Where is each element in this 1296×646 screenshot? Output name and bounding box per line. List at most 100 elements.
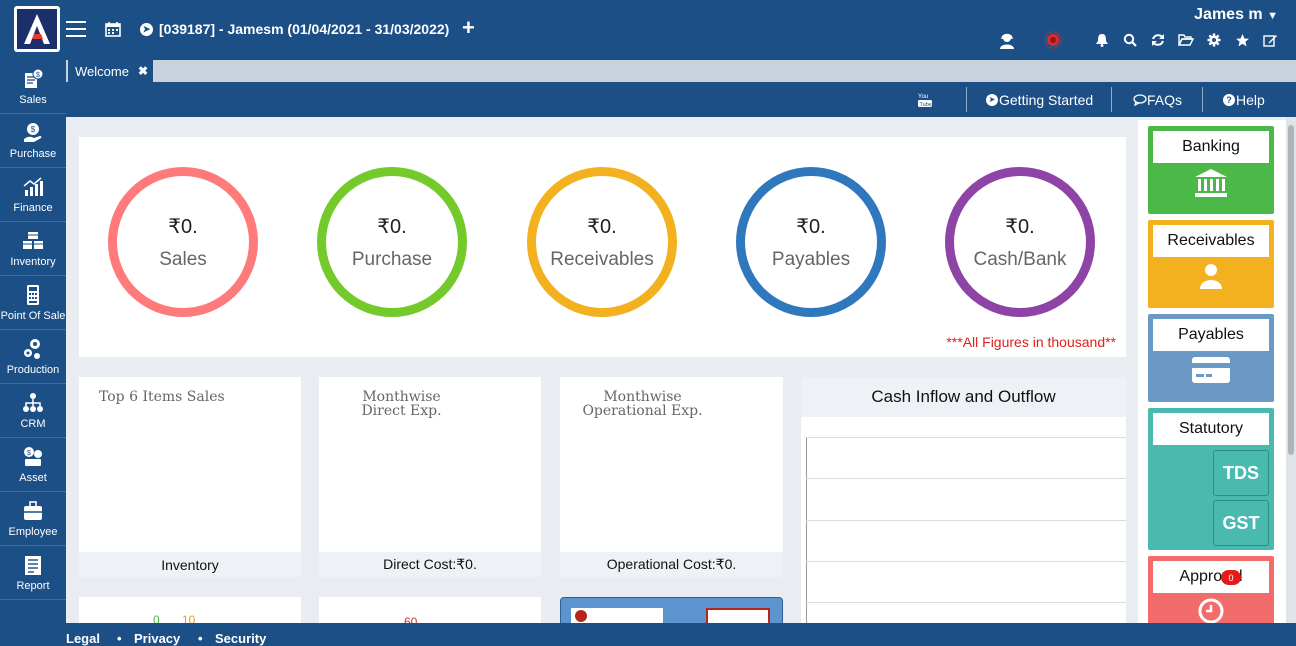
insta-od-logo: [706, 608, 770, 623]
summary-payables[interactable]: ₹0. Payables: [736, 167, 886, 317]
quick-link-payables[interactable]: Payables: [1148, 314, 1274, 402]
legal-link[interactable]: Legal: [66, 631, 100, 646]
chart-axis: [806, 437, 807, 623]
sidebar-item-point-of-sale[interactable]: Point Of Sale: [0, 276, 66, 330]
chart-tick: 60: [404, 615, 418, 623]
summary-sales[interactable]: ₹0. Sales: [108, 167, 258, 317]
sidebar-item-employee[interactable]: Employee: [0, 492, 66, 546]
svg-text:$: $: [31, 125, 36, 134]
footer-separator: •: [198, 631, 203, 646]
comment-icon: [1133, 93, 1147, 106]
tab-welcome[interactable]: Welcome ✖: [68, 60, 153, 82]
employee-icon: [24, 500, 42, 520]
summary-receivables[interactable]: ₹0. Receivables: [527, 167, 677, 317]
edit-icon[interactable]: [1262, 32, 1278, 48]
footer: Legal • Privacy • Security: [0, 623, 1296, 646]
quick-link-label: Statutory: [1153, 413, 1269, 445]
quick-link-label: Receivables: [1153, 225, 1269, 257]
sidebar-item-label: Employee: [8, 525, 58, 538]
close-icon[interactable]: ✖: [137, 64, 149, 78]
youtube-icon[interactable]: You Tube: [918, 92, 932, 111]
sidebar-item-label: CRM: [20, 417, 46, 430]
card-footer[interactable]: Direct Cost:₹0.: [319, 552, 541, 577]
getting-started-label: Getting Started: [999, 91, 1094, 108]
production-icon: [24, 338, 40, 359]
calendar-icon[interactable]: [105, 21, 121, 42]
finance-icon: [23, 176, 43, 196]
grid-line: [806, 478, 1126, 479]
quick-links-panel: Banking Receivables Payables Statutory T…: [1138, 120, 1286, 623]
sidebar-item-label: Sales: [19, 93, 47, 106]
sidebar-item-label: Finance: [13, 201, 53, 214]
footer-separator: •: [117, 631, 122, 646]
summary-amount: ₹0.: [168, 215, 198, 238]
folder-open-icon[interactable]: [1178, 32, 1194, 48]
user-name: James m: [1194, 6, 1263, 23]
tab-bar: Welcome ✖: [66, 60, 1296, 82]
sidebar-item-finance[interactable]: Finance: [0, 168, 66, 222]
security-link[interactable]: Security: [215, 631, 267, 646]
cash-flow-card: Cash Inflow and Outflow: [801, 377, 1126, 623]
summary-purchase[interactable]: ₹0. Purchase: [317, 167, 467, 317]
page-scrollbar[interactable]: [1286, 117, 1296, 623]
sidebar-item-asset[interactable]: $ Asset: [0, 438, 66, 492]
sidebar-item-crm[interactable]: CRM: [0, 384, 66, 438]
gst-button[interactable]: GST: [1213, 500, 1269, 546]
cash-flow-title: Cash Inflow and Outflow: [801, 377, 1126, 417]
approval-count-badge: 0: [1221, 570, 1241, 585]
bell-icon[interactable]: [1094, 32, 1110, 48]
operational-exp-card: Monthwise Operational Exp. Operational C…: [560, 377, 783, 577]
user-icon: [1148, 262, 1274, 290]
company-selector[interactable]: ➤ [039187] - Jamesm (01/04/2021 - 31/03/…: [140, 21, 449, 37]
search-icon[interactable]: [1122, 32, 1138, 48]
sidebar-item-label: Production: [6, 363, 60, 376]
bank-icon: [1148, 168, 1274, 198]
sidebar-item-purchase[interactable]: $ Purchase: [0, 114, 66, 168]
svg-text:Tube: Tube: [920, 102, 932, 108]
sales-icon: $: [25, 68, 44, 88]
user-menu[interactable]: James m ▼: [1194, 6, 1278, 24]
svg-text:You: You: [918, 94, 928, 100]
scrollbar-thumb[interactable]: [1288, 125, 1294, 455]
sidebar-item-inventory[interactable]: Inventory: [0, 222, 66, 276]
notification-pulse-icon[interactable]: [1044, 31, 1062, 49]
toolbar-divider: [1111, 87, 1112, 112]
refresh-icon[interactable]: [1150, 32, 1166, 48]
report-icon: [25, 555, 41, 575]
lower-chart-card-2: 60: [319, 597, 541, 623]
summary-amount: ₹0.: [377, 215, 407, 238]
add-icon[interactable]: +: [462, 15, 475, 40]
card-footer[interactable]: Operational Cost:₹0.: [560, 552, 783, 577]
sidebar-item-sales[interactable]: $ Sales: [0, 60, 66, 114]
sidebar-item-report[interactable]: Report: [0, 546, 66, 600]
grid-line: [806, 520, 1126, 521]
sidebar-item-production[interactable]: Production: [0, 330, 66, 384]
privacy-link[interactable]: Privacy: [134, 631, 181, 646]
support-agent-icon[interactable]: [998, 31, 1016, 49]
menu-icon[interactable]: [66, 21, 86, 37]
purchase-icon: $: [24, 122, 42, 142]
app-logo[interactable]: [14, 6, 60, 52]
tds-button[interactable]: TDS: [1213, 450, 1269, 496]
caret-down-icon: ▼: [1267, 10, 1278, 22]
quick-link-banking[interactable]: Banking: [1148, 126, 1274, 214]
quick-link-statutory[interactable]: Statutory TDS GST: [1148, 408, 1274, 550]
star-icon[interactable]: [1234, 32, 1250, 48]
help-link[interactable]: ? Help: [1223, 82, 1265, 117]
dashboard: ₹0. Sales ₹0. Purchase ₹0. Receivables ₹…: [66, 117, 1286, 623]
gear-icon[interactable]: [1206, 32, 1222, 48]
bank-ad-banner[interactable]: [560, 597, 783, 623]
chart-tick: 10: [182, 613, 196, 623]
sidebar-item-label: Point Of Sale: [0, 309, 66, 322]
figures-note: ***All Figures in thousand**: [946, 334, 1116, 350]
toolbar-divider: [1202, 87, 1203, 112]
summary-amount: ₹0.: [1005, 215, 1035, 238]
direct-exp-card: Monthwise Direct Exp. Direct Cost:₹0.: [319, 377, 541, 577]
faqs-link[interactable]: FAQs: [1133, 82, 1182, 117]
quick-link-approval[interactable]: Approval 0: [1148, 556, 1274, 623]
card-footer[interactable]: Inventory: [79, 552, 301, 577]
quick-link-receivables[interactable]: Receivables: [1148, 220, 1274, 308]
summary-cash-bank[interactable]: ₹0. Cash/Bank: [945, 167, 1095, 317]
getting-started-link[interactable]: ➤ Getting Started: [986, 82, 1093, 117]
summary-label: Purchase: [351, 248, 433, 270]
